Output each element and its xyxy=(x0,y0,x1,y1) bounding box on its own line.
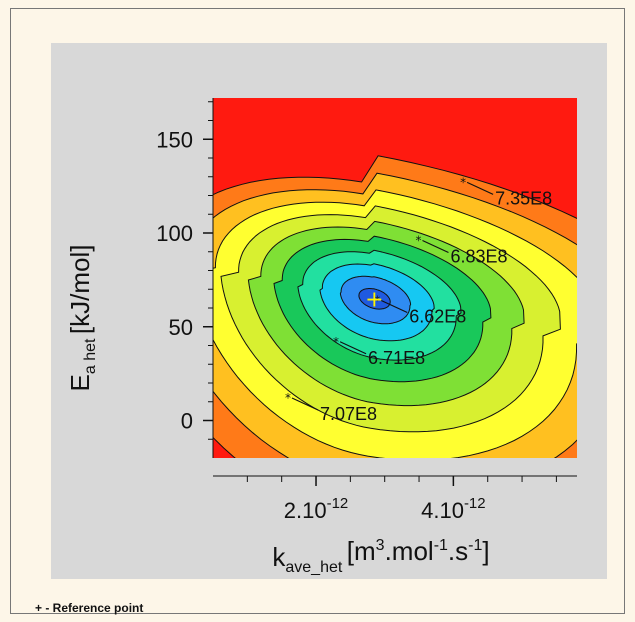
x-tick-label: 4.10-12 xyxy=(421,495,486,523)
contour-label-leader xyxy=(422,239,449,254)
contour-label-leader xyxy=(339,341,367,355)
contour-label-4: 7.35E8 xyxy=(495,188,552,208)
contour-label-3: 7.07E8 xyxy=(320,404,377,424)
y-axis-title: Ea het [kJ/mol] xyxy=(65,245,99,392)
contour-label-0: 6.62E8 xyxy=(409,307,466,327)
contour-label-2: 6.83E8 xyxy=(450,247,507,267)
reference-point-marker: + xyxy=(365,288,383,313)
contour-label-star: * xyxy=(333,335,339,349)
contour-labels-layer: * 6.62E8 * 6.71E8 * 6.83E8 * 7.07E8 * 7.35E8 + xyxy=(285,175,552,424)
x-tick-label: 2.10-12 xyxy=(284,495,349,523)
plot-panel: 0 50 100 150 2.10-12 4.10-12 Ea het [kJ/mol] ka… xyxy=(51,43,607,579)
contour-label-leader xyxy=(291,397,319,411)
chart-frame: 0 50 100 150 2.10-12 4.10-12 Ea het [kJ/mol] ka… xyxy=(10,8,625,615)
contour-label-star: * xyxy=(374,294,380,308)
contour-fill-layer xyxy=(213,98,577,458)
reference-point-footnote: + - Reference point xyxy=(35,601,144,615)
axes-layer: 0 50 100 150 2.10-12 4.10-12 Ea het [kJ/mol] ka… xyxy=(65,98,577,576)
contour-label-leader xyxy=(381,299,408,314)
contour-label-star: * xyxy=(285,391,291,405)
contour-label-1: 6.71E8 xyxy=(368,348,425,368)
x-axis-title: kave_het [m3.mol-1.s-1] xyxy=(272,536,489,576)
contour-label-leader xyxy=(466,181,494,195)
contour-label-star: * xyxy=(460,175,466,189)
y-tick-label: 150 xyxy=(156,127,193,152)
contour-chart: 0 50 100 150 2.10-12 4.10-12 Ea het [kJ/mol] ka… xyxy=(65,98,577,576)
contour-band-0 xyxy=(358,288,391,310)
y-tick-label: 50 xyxy=(169,315,193,340)
y-tick-label: 100 xyxy=(156,221,193,246)
contour-label-star: * xyxy=(415,234,421,248)
y-tick-label: 0 xyxy=(181,409,193,434)
